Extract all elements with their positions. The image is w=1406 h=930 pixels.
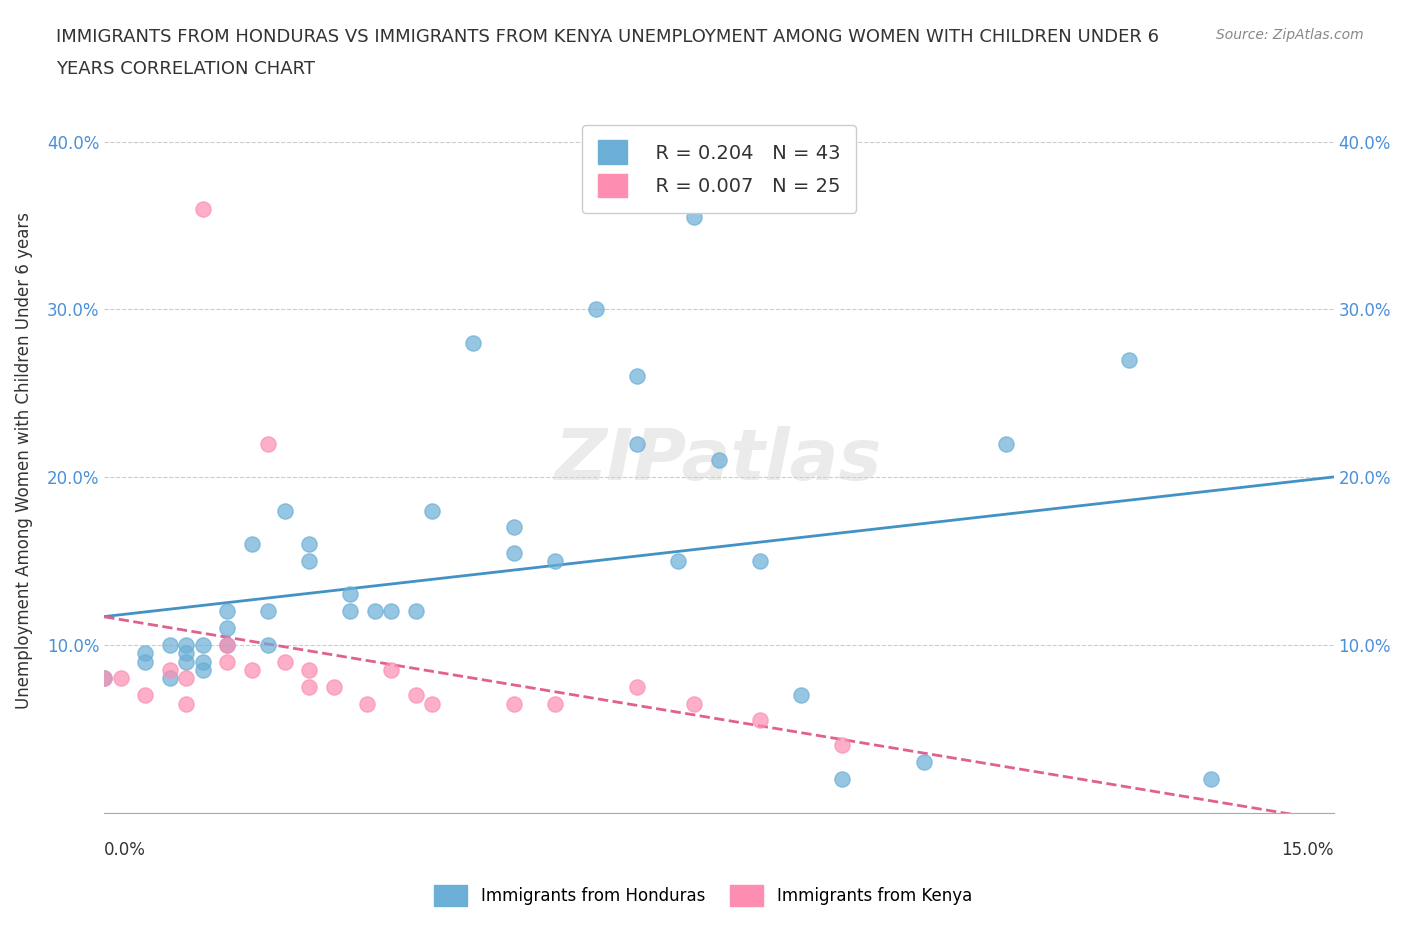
Legend: Immigrants from Honduras, Immigrants from Kenya: Immigrants from Honduras, Immigrants fro…	[427, 879, 979, 912]
Point	[585, 302, 607, 317]
Point	[159, 637, 181, 652]
Y-axis label: Unemployment Among Women with Children Under 6 years: Unemployment Among Women with Children U…	[15, 212, 32, 709]
Point	[683, 696, 706, 711]
Point	[240, 662, 263, 677]
Point	[257, 637, 280, 652]
Point	[503, 696, 526, 711]
Point	[257, 604, 280, 618]
Point	[240, 537, 263, 551]
Point	[217, 604, 239, 618]
Point	[298, 679, 321, 694]
Point	[912, 755, 935, 770]
Point	[217, 637, 239, 652]
Legend:   R = 0.204   N = 43,   R = 0.007   N = 25: R = 0.204 N = 43, R = 0.007 N = 25	[582, 125, 856, 213]
Text: ZIPatlas: ZIPatlas	[555, 426, 883, 495]
Point	[134, 687, 156, 702]
Point	[93, 671, 115, 685]
Point	[273, 654, 295, 669]
Point	[380, 604, 402, 618]
Point	[420, 696, 443, 711]
Point	[380, 662, 402, 677]
Point	[174, 696, 197, 711]
Point	[503, 545, 526, 560]
Point	[544, 553, 567, 568]
Point	[626, 369, 648, 384]
Point	[666, 553, 689, 568]
Point	[174, 671, 197, 685]
Point	[298, 537, 321, 551]
Point	[364, 604, 387, 618]
Point	[110, 671, 132, 685]
Text: YEARS CORRELATION CHART: YEARS CORRELATION CHART	[56, 60, 315, 78]
Point	[626, 436, 648, 451]
Point	[748, 553, 770, 568]
Point	[191, 201, 214, 216]
Point	[298, 553, 321, 568]
Text: Source: ZipAtlas.com: Source: ZipAtlas.com	[1216, 28, 1364, 42]
Point	[159, 671, 181, 685]
Point	[339, 587, 361, 602]
Text: 0.0%: 0.0%	[104, 841, 146, 858]
Point	[1199, 772, 1222, 787]
Point	[994, 436, 1017, 451]
Point	[831, 738, 853, 753]
Point	[461, 336, 484, 351]
Point	[217, 637, 239, 652]
Point	[191, 637, 214, 652]
Point	[339, 604, 361, 618]
Point	[322, 679, 344, 694]
Point	[273, 503, 295, 518]
Point	[790, 687, 813, 702]
Point	[134, 654, 156, 669]
Point	[420, 503, 443, 518]
Point	[174, 654, 197, 669]
Point	[503, 520, 526, 535]
Point	[544, 696, 567, 711]
Point	[707, 453, 730, 468]
Point	[405, 604, 427, 618]
Text: IMMIGRANTS FROM HONDURAS VS IMMIGRANTS FROM KENYA UNEMPLOYMENT AMONG WOMEN WITH : IMMIGRANTS FROM HONDURAS VS IMMIGRANTS F…	[56, 28, 1159, 46]
Point	[683, 209, 706, 224]
Point	[298, 662, 321, 677]
Text: 15.0%: 15.0%	[1281, 841, 1334, 858]
Point	[174, 637, 197, 652]
Point	[1118, 352, 1140, 367]
Point	[257, 436, 280, 451]
Point	[159, 662, 181, 677]
Point	[748, 713, 770, 728]
Point	[191, 662, 214, 677]
Point	[174, 645, 197, 660]
Point	[93, 671, 115, 685]
Point	[191, 654, 214, 669]
Point	[626, 679, 648, 694]
Point	[405, 687, 427, 702]
Point	[217, 620, 239, 635]
Point	[134, 645, 156, 660]
Point	[356, 696, 378, 711]
Point	[831, 772, 853, 787]
Point	[217, 654, 239, 669]
